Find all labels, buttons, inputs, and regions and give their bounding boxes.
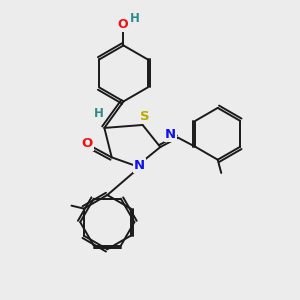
Text: N: N bbox=[165, 128, 176, 141]
Text: H: H bbox=[94, 107, 104, 120]
Text: N: N bbox=[134, 159, 145, 172]
Text: O: O bbox=[82, 137, 93, 150]
Text: H: H bbox=[130, 13, 140, 26]
Text: O: O bbox=[117, 18, 128, 31]
Text: S: S bbox=[140, 110, 150, 123]
